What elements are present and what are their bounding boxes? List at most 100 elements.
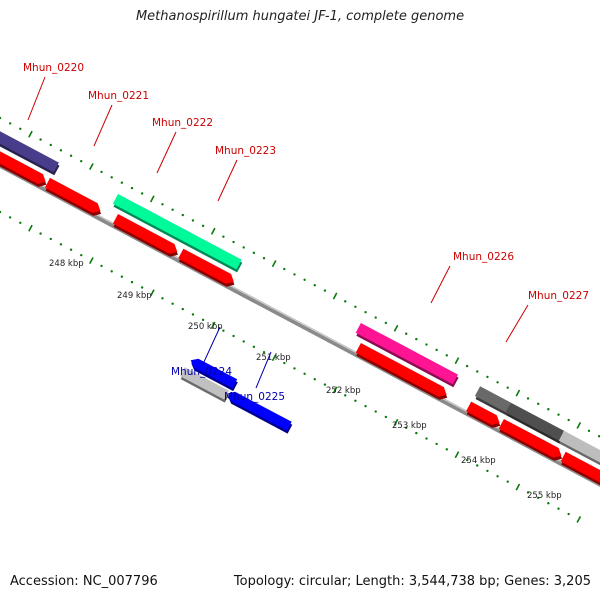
outer-tick-track-minor-tick (404, 332, 408, 335)
inner-tick-track-major-tick (89, 257, 94, 265)
scale-label-253-kbp: 253 kbp (392, 421, 427, 431)
inner-tick-track-minor-tick (496, 475, 499, 478)
gene-label-mhun-0223: Mhun_0223 (215, 145, 276, 157)
outer-tick-track-major-tick (454, 357, 460, 365)
leader-line-mhun-0221 (93, 104, 113, 147)
scale-label-248-kbp: 248 kbp (49, 259, 84, 269)
inner-tick-track-minor-tick (19, 221, 22, 224)
gene-label-mhun-0222: Mhun_0222 (152, 117, 213, 129)
scale-label-251-kbp: 251 kbp (256, 353, 291, 363)
leader-line-mhun-0222 (156, 131, 177, 174)
outer-tick-track-minor-tick (293, 273, 296, 276)
inner-tick-track-minor-tick (181, 307, 184, 311)
inner-tick-track-minor-tick (49, 237, 52, 241)
inner-tick-track-major-tick (393, 418, 399, 426)
outer-tick-track-minor-tick (303, 278, 306, 282)
inner-tick-track-minor-tick (486, 469, 489, 473)
cds-block-3 (112, 214, 178, 257)
inner-tick-track-minor-tick (39, 232, 42, 235)
scale-label-255-kbp: 255 kbp (527, 491, 562, 501)
outer-tick-track-minor-tick (120, 181, 124, 184)
outer-tick-track-minor-tick (313, 283, 316, 287)
outer-tick-track-minor-tick (415, 337, 418, 341)
gene-block-mhun-0225-face (190, 358, 238, 389)
inner-tick-track-minor-tick (465, 458, 469, 462)
outer-tick-track-minor-tick (100, 170, 103, 174)
topology-text: Topology: circular; Length: 3,544,738 bp… (233, 574, 591, 589)
outer-tick-track-minor-tick (242, 246, 245, 249)
outer-tick-track-minor-tick (59, 149, 63, 152)
outer-tick-track-minor-tick (506, 386, 509, 389)
outer-tick-track-major-tick (271, 260, 277, 268)
gene-block-mhun-0225b-face (227, 391, 292, 431)
gene-block-mhun-0227 (474, 386, 512, 416)
outer-tick-track-major-tick (149, 195, 155, 203)
inner-tick-track-minor-tick (536, 496, 540, 500)
gene-block-grey-3 (558, 430, 600, 466)
inner-tick-track-minor-tick (313, 377, 316, 381)
outer-tick-track-minor-tick (587, 429, 591, 433)
gene-label-mhun-0224: Mhun_0224 (171, 366, 232, 378)
outer-tick-track-minor-tick (262, 257, 266, 260)
outer-tick-track-minor-tick (110, 176, 113, 179)
inner-tick-track-minor-tick (364, 404, 367, 408)
leader-line-mhun-0227 (505, 304, 529, 343)
inner-tick-track-minor-tick (425, 437, 428, 440)
gene-block-mhun-0224 (180, 367, 230, 403)
outer-tick-track-minor-tick (323, 289, 327, 292)
gene-label-mhun-0225: Mhun_0225 (224, 391, 285, 403)
outer-tick-track-minor-tick (39, 138, 42, 141)
inner-tick-track-major-tick (28, 224, 33, 232)
outer-tick-track-minor-tick (181, 213, 184, 217)
outer-tick-track-minor-tick (435, 348, 438, 352)
cds-block-4-face (178, 248, 234, 284)
outer-tick-track-minor-tick (344, 300, 347, 303)
outer-tick-track-minor-tick (161, 203, 164, 206)
outer-tick-track-minor-tick (547, 408, 550, 411)
cds-block-7-face (498, 419, 562, 458)
inner-tick-track-minor-tick (120, 275, 124, 278)
inner-tick-track-minor-tick (69, 248, 73, 251)
inner-tick-track-minor-tick (262, 351, 266, 354)
outer-tick-track-minor-tick (476, 370, 479, 373)
inner-tick-track-minor-tick (476, 464, 479, 467)
inner-tick-track-major-tick (332, 386, 338, 394)
inner-tick-track-minor-tick (303, 372, 306, 376)
gene-block-mhun-0225 (190, 358, 238, 392)
outer-tick-track-minor-tick (19, 127, 22, 130)
cds-block-4 (178, 248, 235, 287)
scale-label-252-kbp: 252 kbp (326, 386, 361, 396)
inner-tick-track-minor-tick (232, 334, 235, 338)
inner-tick-track-minor-tick (384, 415, 388, 419)
outer-tick-track-minor-tick (445, 354, 448, 357)
outer-tick-track-major-tick (28, 130, 33, 138)
gene-label-mhun-0221: Mhun_0221 (88, 90, 149, 102)
inner-tick-track-major-tick (576, 515, 582, 523)
outer-tick-track-minor-tick (8, 122, 12, 125)
gene-block-mhun-0220-face (0, 131, 59, 173)
outer-tick-track-minor-tick (597, 435, 600, 438)
gene-block-grey-2 (505, 402, 565, 444)
outer-tick-track-major-tick (393, 324, 399, 332)
gene-label-mhun-0227: Mhun_0227 (528, 290, 589, 302)
outer-tick-track-minor-tick (496, 381, 499, 384)
inner-tick-track-major-tick (454, 451, 460, 459)
leader-line-mhun-0225 (255, 351, 272, 389)
outer-tick-track-minor-tick (191, 219, 195, 222)
gene-block-mhun-0220 (0, 131, 60, 176)
gene-block-mhun-0222 (112, 194, 243, 273)
outer-tick-track-minor-tick (80, 159, 83, 163)
inner-tick-track-minor-tick (547, 502, 550, 505)
outer-tick-track-minor-tick (130, 186, 134, 190)
scale-label-254-kbp: 254 kbp (461, 456, 496, 466)
leader-line-mhun-0220 (27, 76, 46, 121)
outer-tick-track-minor-tick (526, 397, 530, 400)
outer-tick-track-minor-tick (201, 224, 205, 228)
inner-tick-track-minor-tick (242, 340, 245, 343)
inner-tick-track-minor-tick (404, 426, 408, 429)
inner-tick-track-minor-tick (80, 253, 83, 257)
inner-tick-track-minor-tick (445, 448, 448, 451)
inner-tick-track-minor-tick (140, 286, 144, 289)
outer-tick-track-minor-tick (49, 143, 52, 147)
outer-tick-track-minor-tick (374, 316, 377, 319)
